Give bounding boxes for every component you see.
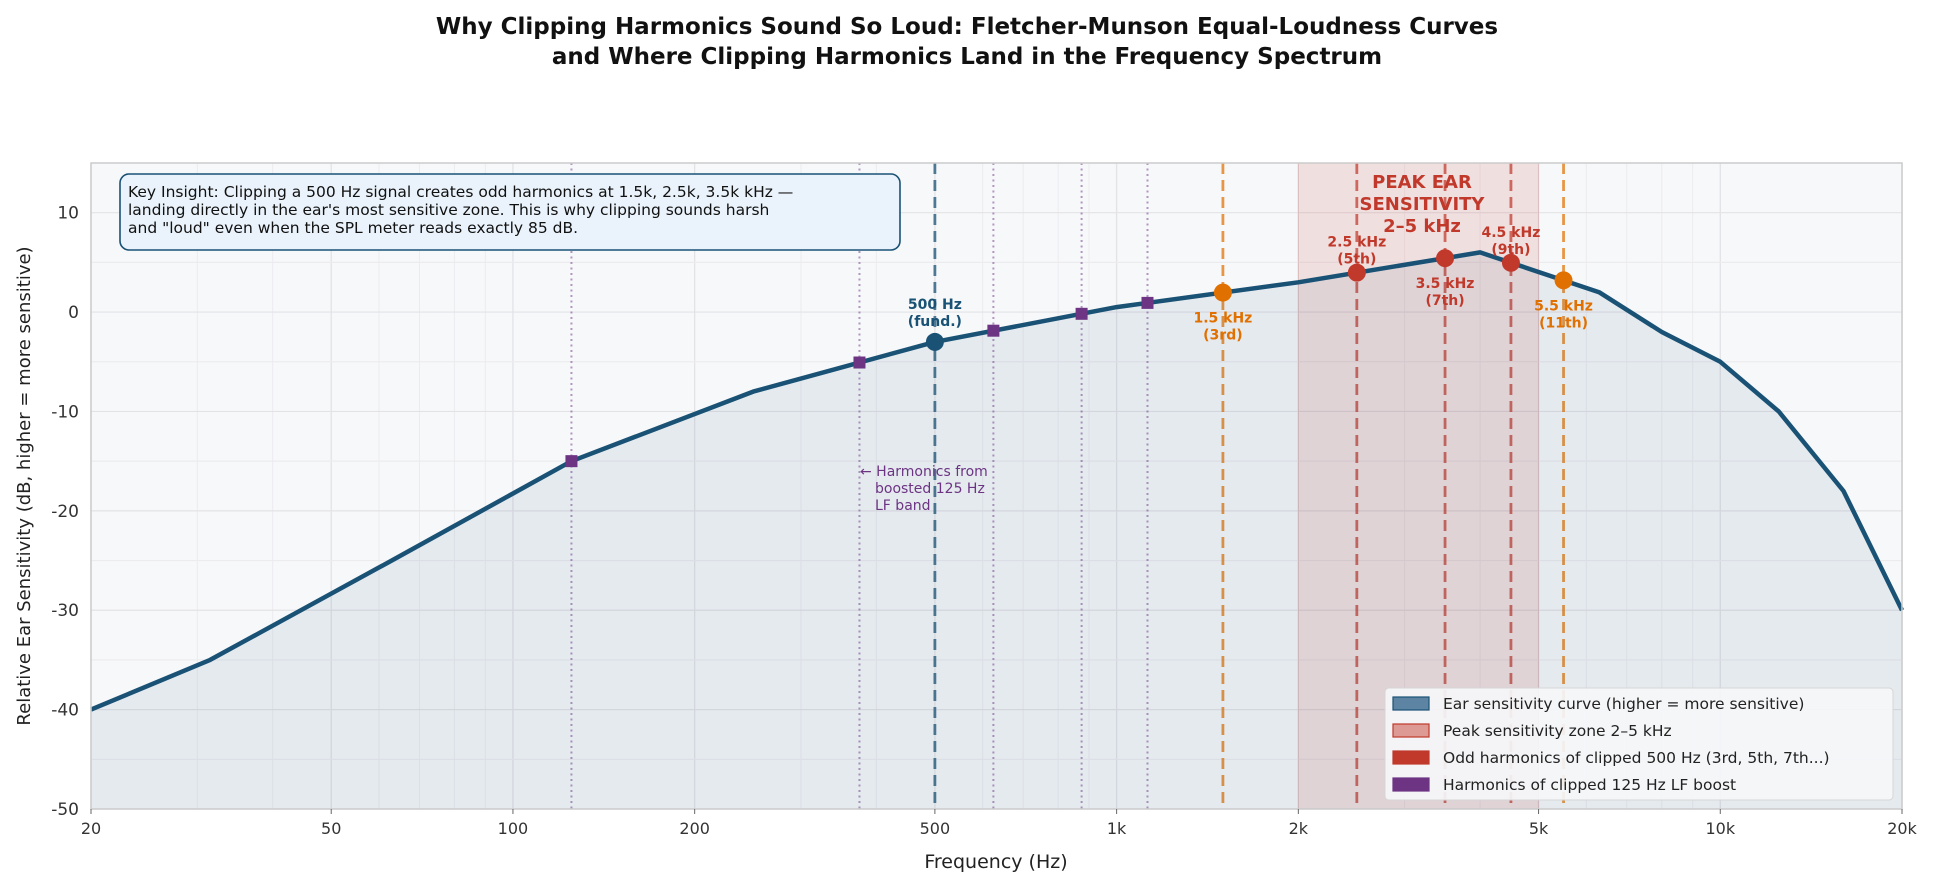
chart-title: Why Clipping Harmonics Sound So Loud: Fl… [436,14,1498,70]
x-tick-label: 2k [1289,819,1309,838]
y-tick-label: -30 [51,601,79,621]
odd-harmonic-label: (7th) [1425,293,1464,309]
odd-harmonic-label: 1.5 kHz [1193,311,1252,327]
legend-label: Peak sensitivity zone 2–5 kHz [1443,722,1672,740]
x-tick-label: 20k [1887,819,1917,838]
peak-zone-label: PEAK EAR [1372,172,1472,193]
fundamental-label: (fund.) [908,314,962,330]
legend: Ear sensitivity curve (higher = more sen… [1384,687,1894,801]
odd-harmonic-label: 3.5 kHz [1416,276,1475,292]
x-tick-label: 50 [321,819,341,838]
legend-swatch [1392,696,1430,711]
lf-harmonic-marker [987,324,1000,337]
axis-ticks: 20 50 100 200 500 1k 2k 5k 10k 20k-50-40-30-20-10… [51,204,1917,838]
curve-line [90,250,1905,712]
x-tick-label: 20 [81,819,101,838]
y-axis-label: Relative Ear Sensitivity (dB, higher = m… [14,246,35,725]
legend-label: Odd harmonics of clipped 500 Hz (3rd, 5t… [1443,749,1830,767]
y-tick-label: -10 [51,402,79,422]
lf-harmonic-label: ← Harmonics from [860,464,988,480]
odd-harmonic-marker [1436,249,1455,268]
insight-line-2: landing directly in the ear's most sensi… [128,201,769,219]
odd-harmonic-label: 4.5 kHz [1482,225,1541,241]
odd-harmonic-label: (11th) [1539,315,1588,331]
plot-frame [90,162,1903,810]
lf-harmonic-label: boosted 125 Hz [875,481,985,497]
odd-harmonic-label: (9th) [1491,242,1530,258]
x-tick-label: 1k [1107,819,1127,838]
x-tick-label: 200 [679,819,710,838]
y-tick-label: 10 [57,204,79,224]
lf-harmonic-marker [1141,296,1154,309]
y-tick-label: 0 [68,303,79,323]
odd-harmonic-marker [1213,283,1232,302]
lf-harmonic-marker [1075,307,1088,320]
odd-harmonic-marker [1501,253,1520,272]
y-tick-label: -40 [51,701,79,721]
sensitivity-curve [90,250,1905,809]
lf-harmonic-label: LF band [875,498,931,514]
x-tick-label: 100 [498,819,529,838]
insight-line-1: Key Insight: Clipping a 500 Hz signal cr… [128,183,793,201]
insight-box: Key Insight: Clipping a 500 Hz signal cr… [119,173,901,251]
legend-swatch [1392,723,1430,738]
x-tick-label: 10k [1705,819,1735,838]
odd-harmonic-label: 2.5 kHz [1327,235,1386,251]
peak-zone-label: 2–5 kHz [1383,216,1461,237]
legend-swatch [1392,750,1430,765]
odd-harmonic-label: (5th) [1337,252,1376,268]
y-tick-label: -20 [51,502,79,522]
lf-harmonic-marker [565,455,578,468]
title-line-2: and Where Clipping Harmonics Land in the… [552,44,1382,70]
lf-harmonic-marker [853,356,866,369]
odd-harmonic-label: (3rd) [1203,328,1242,344]
legend-label: Ear sensitivity curve (higher = more sen… [1443,695,1804,713]
fundamental-label: 500 Hz [908,297,962,313]
odd-harmonic-label: 5.5 kHz [1534,298,1593,314]
insight-line-3: and "loud" even when the SPL meter reads… [128,219,578,237]
peak-zone-label: SENSITIVITY [1360,194,1486,215]
fundamental-marker [925,332,944,351]
odd-harmonic-marker [1347,263,1366,282]
legend-label: Harmonics of clipped 125 Hz LF boost [1443,776,1736,794]
legend-swatch [1392,777,1430,792]
x-tick-label: 500 [920,819,951,838]
y-tick-label: -50 [51,800,79,820]
odd-harmonic-marker [1554,271,1573,290]
title-line-1: Why Clipping Harmonics Sound So Loud: Fl… [436,14,1498,40]
x-axis-label: Frequency (Hz) [924,851,1067,873]
markers [565,249,1573,468]
x-tick-label: 5k [1529,819,1549,838]
curve-fill [91,252,1902,809]
